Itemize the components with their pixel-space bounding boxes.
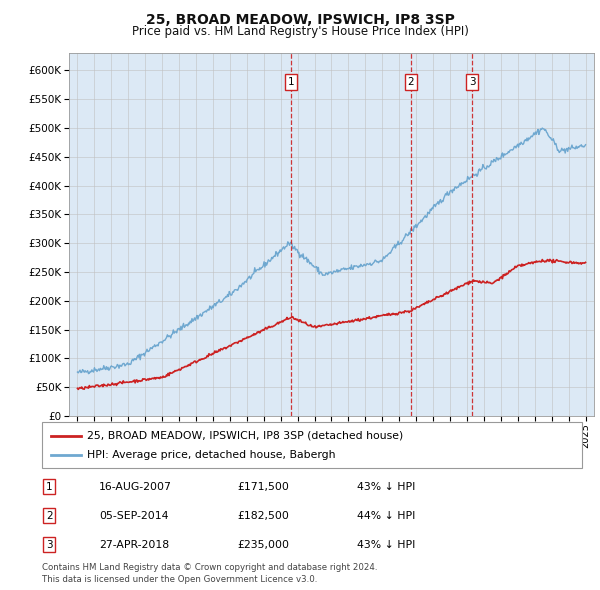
- Text: 3: 3: [469, 77, 476, 87]
- Text: 1: 1: [46, 482, 53, 491]
- Text: 2: 2: [46, 511, 53, 520]
- Text: HPI: Average price, detached house, Babergh: HPI: Average price, detached house, Babe…: [87, 450, 335, 460]
- Text: £235,000: £235,000: [237, 540, 289, 549]
- Text: Contains HM Land Registry data © Crown copyright and database right 2024.: Contains HM Land Registry data © Crown c…: [42, 563, 377, 572]
- Text: 43% ↓ HPI: 43% ↓ HPI: [357, 540, 415, 549]
- Text: 25, BROAD MEADOW, IPSWICH, IP8 3SP: 25, BROAD MEADOW, IPSWICH, IP8 3SP: [146, 13, 454, 27]
- Text: 05-SEP-2014: 05-SEP-2014: [99, 511, 169, 520]
- Text: £171,500: £171,500: [237, 482, 289, 491]
- Text: 44% ↓ HPI: 44% ↓ HPI: [357, 511, 415, 520]
- Text: 3: 3: [46, 540, 53, 549]
- Text: 16-AUG-2007: 16-AUG-2007: [99, 482, 172, 491]
- Text: 1: 1: [288, 77, 295, 87]
- Text: This data is licensed under the Open Government Licence v3.0.: This data is licensed under the Open Gov…: [42, 575, 317, 584]
- Text: 27-APR-2018: 27-APR-2018: [99, 540, 169, 549]
- Text: 25, BROAD MEADOW, IPSWICH, IP8 3SP (detached house): 25, BROAD MEADOW, IPSWICH, IP8 3SP (deta…: [87, 431, 403, 441]
- Text: 43% ↓ HPI: 43% ↓ HPI: [357, 482, 415, 491]
- Text: £182,500: £182,500: [237, 511, 289, 520]
- Text: 2: 2: [407, 77, 414, 87]
- Text: Price paid vs. HM Land Registry's House Price Index (HPI): Price paid vs. HM Land Registry's House …: [131, 25, 469, 38]
